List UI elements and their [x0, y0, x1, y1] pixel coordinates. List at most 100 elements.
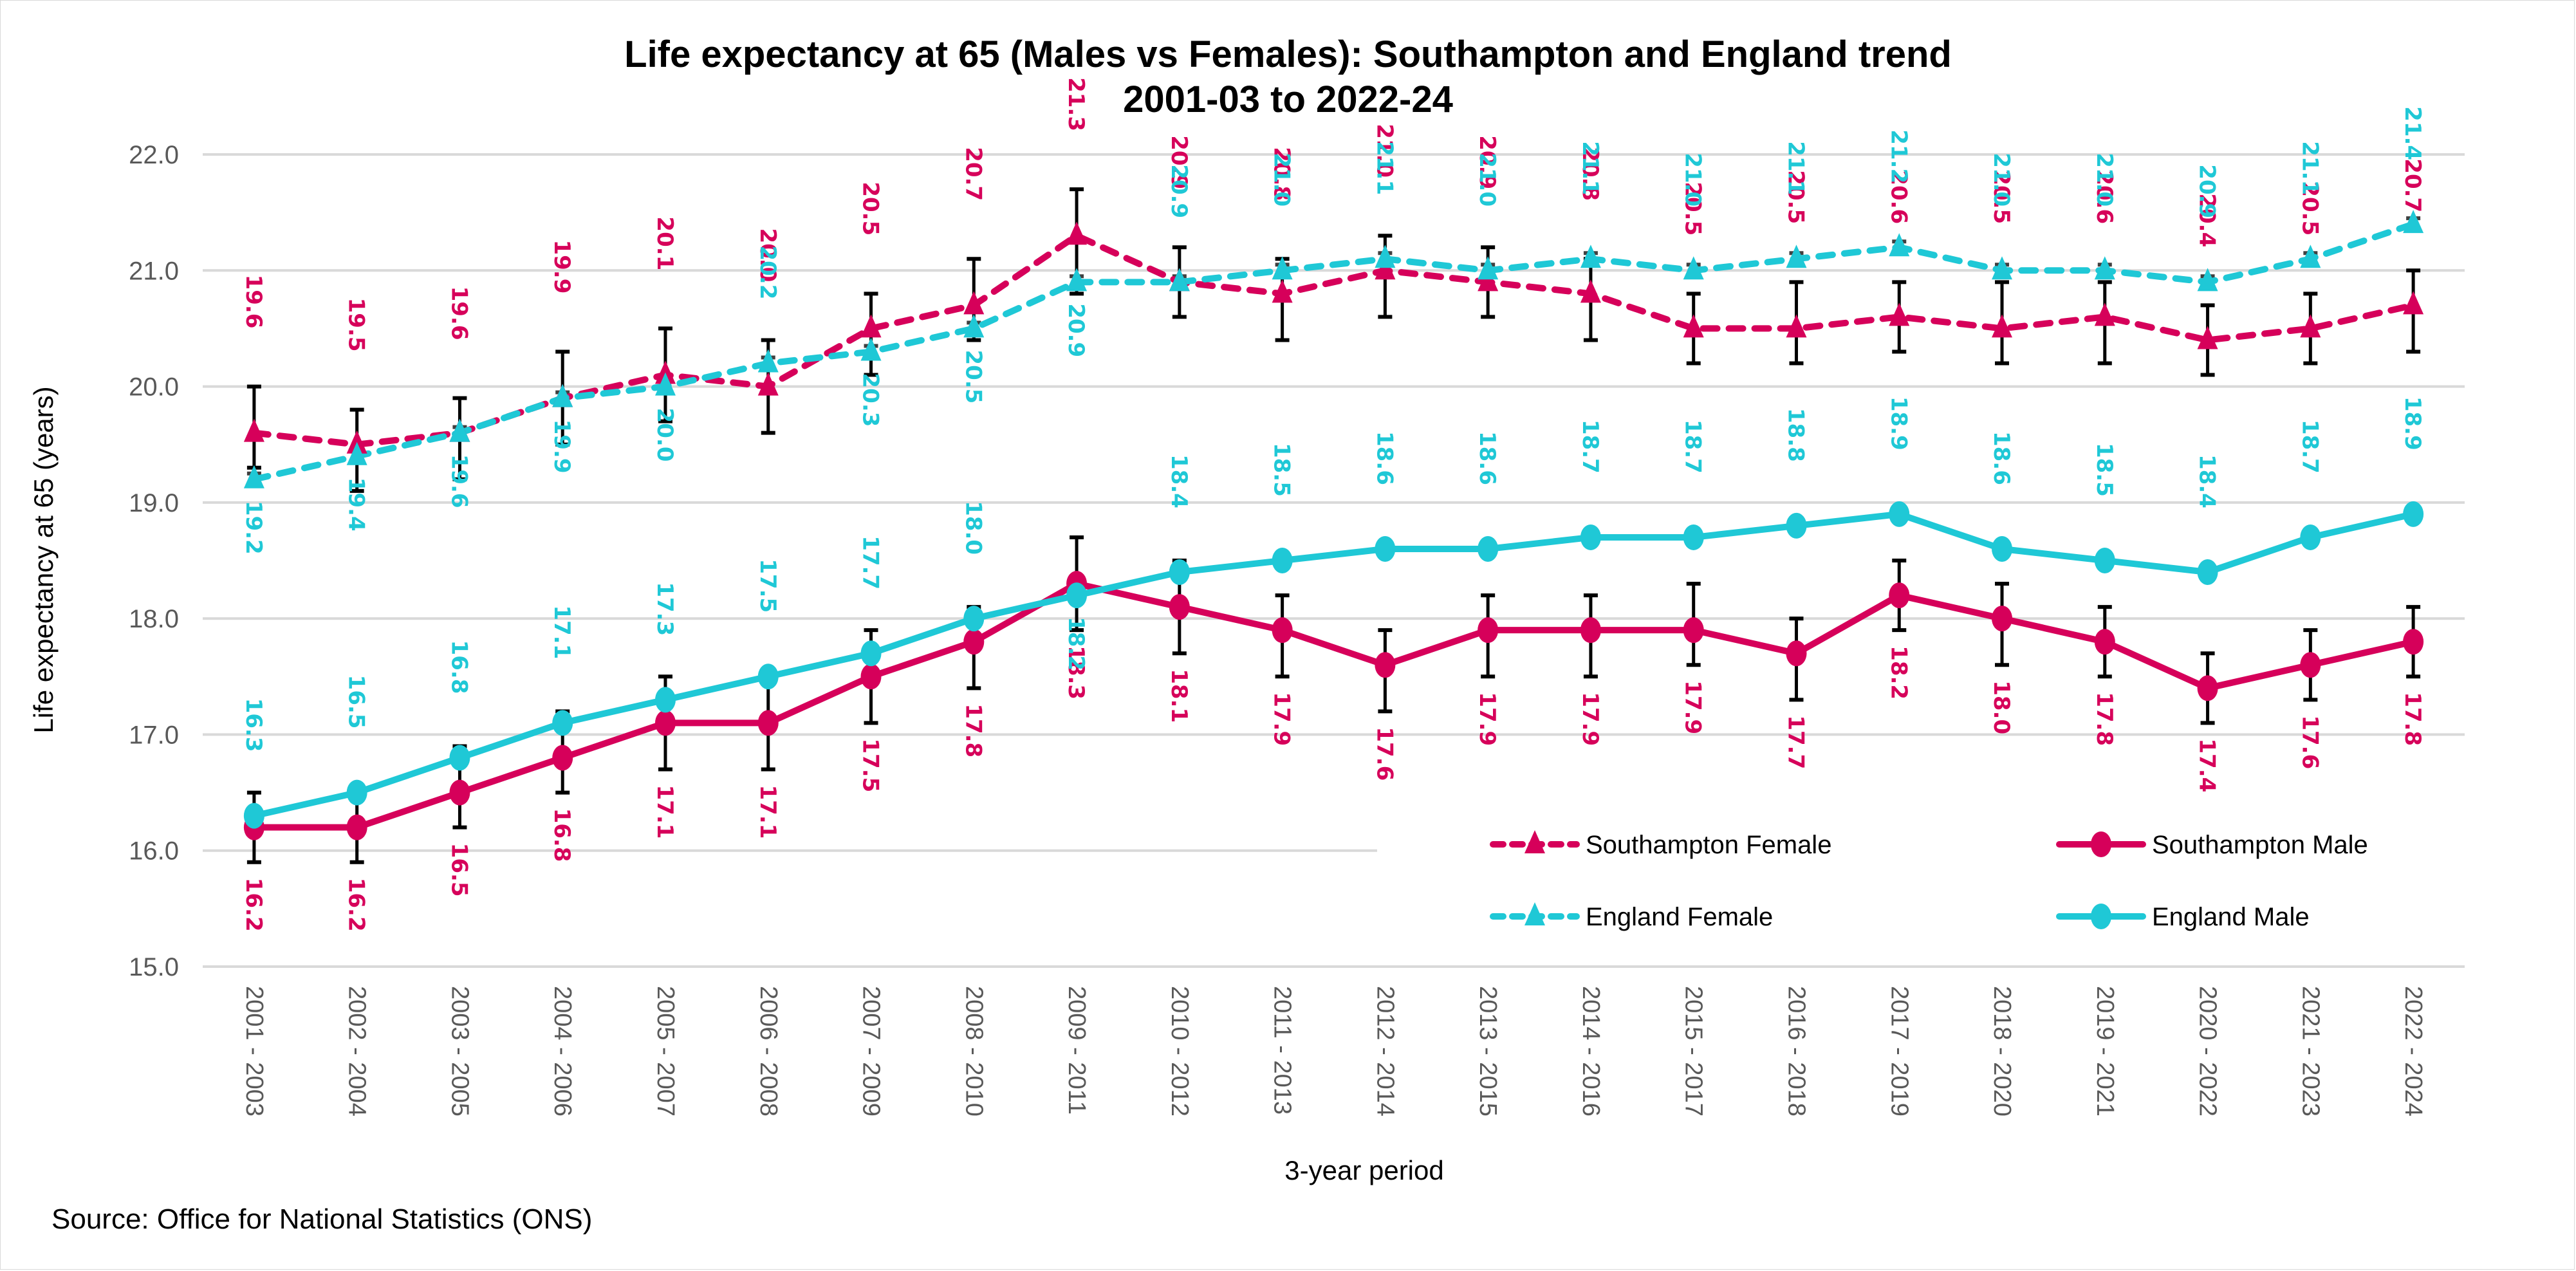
data-label-southampton-female: 19.6: [241, 275, 266, 329]
data-label-england-male: 18.9: [1886, 396, 1911, 450]
data-label-england-male: 17.3: [652, 582, 678, 636]
data-label-england-female: 21.0: [1988, 153, 2014, 207]
legend-label: England Female: [1586, 903, 1773, 931]
legend-circle-marker: [2091, 831, 2111, 857]
marker-southampton-male: [1889, 582, 1910, 609]
marker-england-female: [1889, 233, 1910, 257]
data-label-england-female: 20.2: [755, 246, 781, 300]
marker-england-male: [449, 745, 470, 771]
data-label-southampton-female: 20.8: [1269, 147, 1295, 201]
marker-southampton-male: [1992, 606, 2013, 632]
data-label-southampton-male: 17.8: [2400, 692, 2425, 746]
data-label-england-male: 18.4: [2194, 454, 2220, 508]
data-labels: 19.6 19.5 19.6 19.9 20.1 20.0 20.5 20.7 21.3 20.9…: [241, 77, 2425, 932]
marker-england-female: [757, 349, 779, 373]
x-tick-label: 2022 - 2024: [2400, 986, 2427, 1117]
data-label-england-male: 18.8: [1783, 408, 1808, 462]
x-tick-label: 2007 - 2009: [858, 986, 885, 1117]
data-label-england-female: 21.1: [1371, 141, 1397, 195]
marker-southampton-female: [1786, 314, 1807, 338]
marker-england-female: [2197, 268, 2218, 292]
data-label-southampton-male: 16.2: [241, 878, 266, 932]
data-label-southampton-male: 16.2: [344, 878, 369, 932]
marker-england-female: [963, 314, 985, 338]
marker-england-female: [2094, 256, 2115, 280]
x-tick-label: 2013 - 2015: [1474, 986, 1501, 1117]
marker-england-female: [1786, 245, 1807, 268]
marker-southampton-male: [757, 710, 779, 736]
x-tick-label: 2003 - 2005: [446, 986, 473, 1117]
series-line-england-female: [250, 221, 2417, 483]
x-tick-label: 2009 - 2011: [1063, 986, 1090, 1115]
marker-southampton-female: [1580, 279, 1601, 303]
marker-southampton-female: [1683, 314, 1704, 338]
data-label-england-male: 18.2: [1063, 617, 1089, 671]
marker-england-female: [449, 418, 470, 442]
marker-southampton-female: [2403, 291, 2424, 315]
marker-southampton-female: [2197, 326, 2218, 349]
marker-england-male: [1683, 524, 1704, 550]
data-label-southampton-female: 20.5: [858, 181, 884, 236]
data-label-england-female: 21.2: [1886, 129, 1911, 183]
data-label-england-male: 18.7: [2297, 420, 2322, 474]
x-tick-label: 2001 - 2003: [241, 986, 268, 1117]
marker-southampton-female: [654, 360, 676, 384]
marker-southampton-female: [243, 418, 264, 442]
marker-southampton-male: [346, 814, 367, 840]
marker-england-male: [860, 640, 882, 667]
marker-southampton-male: [1683, 617, 1704, 644]
series-line-southampton-female: [250, 232, 2417, 448]
data-label-england-female: 21.1: [1577, 141, 1603, 195]
marker-england-female: [2403, 210, 2424, 234]
marker-southampton-female: [1889, 302, 1910, 326]
data-label-england-female: 19.2: [241, 501, 266, 555]
marker-southampton-male: [1786, 640, 1807, 667]
legend-label: Southampton Female: [1586, 831, 1831, 859]
data-label-england-female: 20.5: [960, 349, 986, 404]
data-label-southampton-male: 17.6: [1371, 727, 1397, 781]
x-tick-label: 2012 - 2014: [1371, 986, 1398, 1117]
data-label-england-female: 21.0: [1680, 153, 1706, 207]
marker-southampton-male: [552, 745, 573, 771]
source-note: Source: Office for National Statistics (…: [51, 1203, 593, 1235]
data-label-southampton-female: 19.6: [446, 286, 472, 340]
data-label-england-male: 18.7: [1577, 420, 1603, 474]
marker-england-female: [654, 372, 676, 396]
data-label-england-female: 21.4: [2400, 106, 2425, 160]
data-label-southampton-male: 17.1: [652, 785, 678, 839]
data-label-southampton-female: 20.4: [2194, 193, 2220, 247]
data-label-southampton-male: 18.3: [1063, 645, 1089, 700]
marker-southampton-male: [2300, 652, 2321, 678]
data-label-southampton-male: 17.9: [1680, 680, 1706, 734]
marker-england-female: [2300, 245, 2321, 268]
data-label-england-female: 21.0: [1269, 153, 1295, 207]
x-tick-label: 2015 - 2017: [1680, 986, 1707, 1117]
marker-england-male: [963, 606, 985, 632]
data-label-england-male: 16.8: [446, 640, 472, 694]
data-label-southampton-female: 20.6: [2091, 170, 2117, 224]
data-label-southampton-female: 20.7: [960, 147, 986, 201]
y-tick-label: 22.0: [129, 141, 179, 169]
legend: Southampton Female Southampton Male Englan…: [1490, 830, 2368, 931]
marker-england-male: [2197, 559, 2218, 586]
chart-title: Life expectancy at 65 (Males vs Females)…: [0, 32, 2576, 122]
data-label-southampton-female: 20.5: [1783, 170, 1808, 224]
marker-southampton-male: [963, 629, 985, 655]
data-label-england-female: 21.0: [2091, 153, 2117, 207]
marker-southampton-male: [2403, 629, 2424, 655]
marker-southampton-female: [1375, 256, 1396, 280]
data-label-england-female: 21.1: [1783, 141, 1808, 195]
data-label-southampton-female: 20.0: [755, 228, 781, 282]
marker-england-female: [1169, 268, 1190, 292]
marker-england-female: [243, 465, 264, 488]
y-tick-label: 18.0: [129, 605, 179, 633]
data-label-england-male: 17.5: [755, 559, 781, 613]
data-label-england-female: 20.9: [1166, 164, 1192, 218]
marker-england-male: [1992, 535, 2013, 562]
data-label-southampton-female: 20.5: [1988, 170, 2014, 224]
marker-england-female: [1272, 256, 1293, 280]
marker-england-male: [2094, 548, 2115, 573]
data-label-england-female: 20.9: [1063, 303, 1089, 357]
data-label-southampton-male: 18.2: [1886, 645, 1911, 700]
